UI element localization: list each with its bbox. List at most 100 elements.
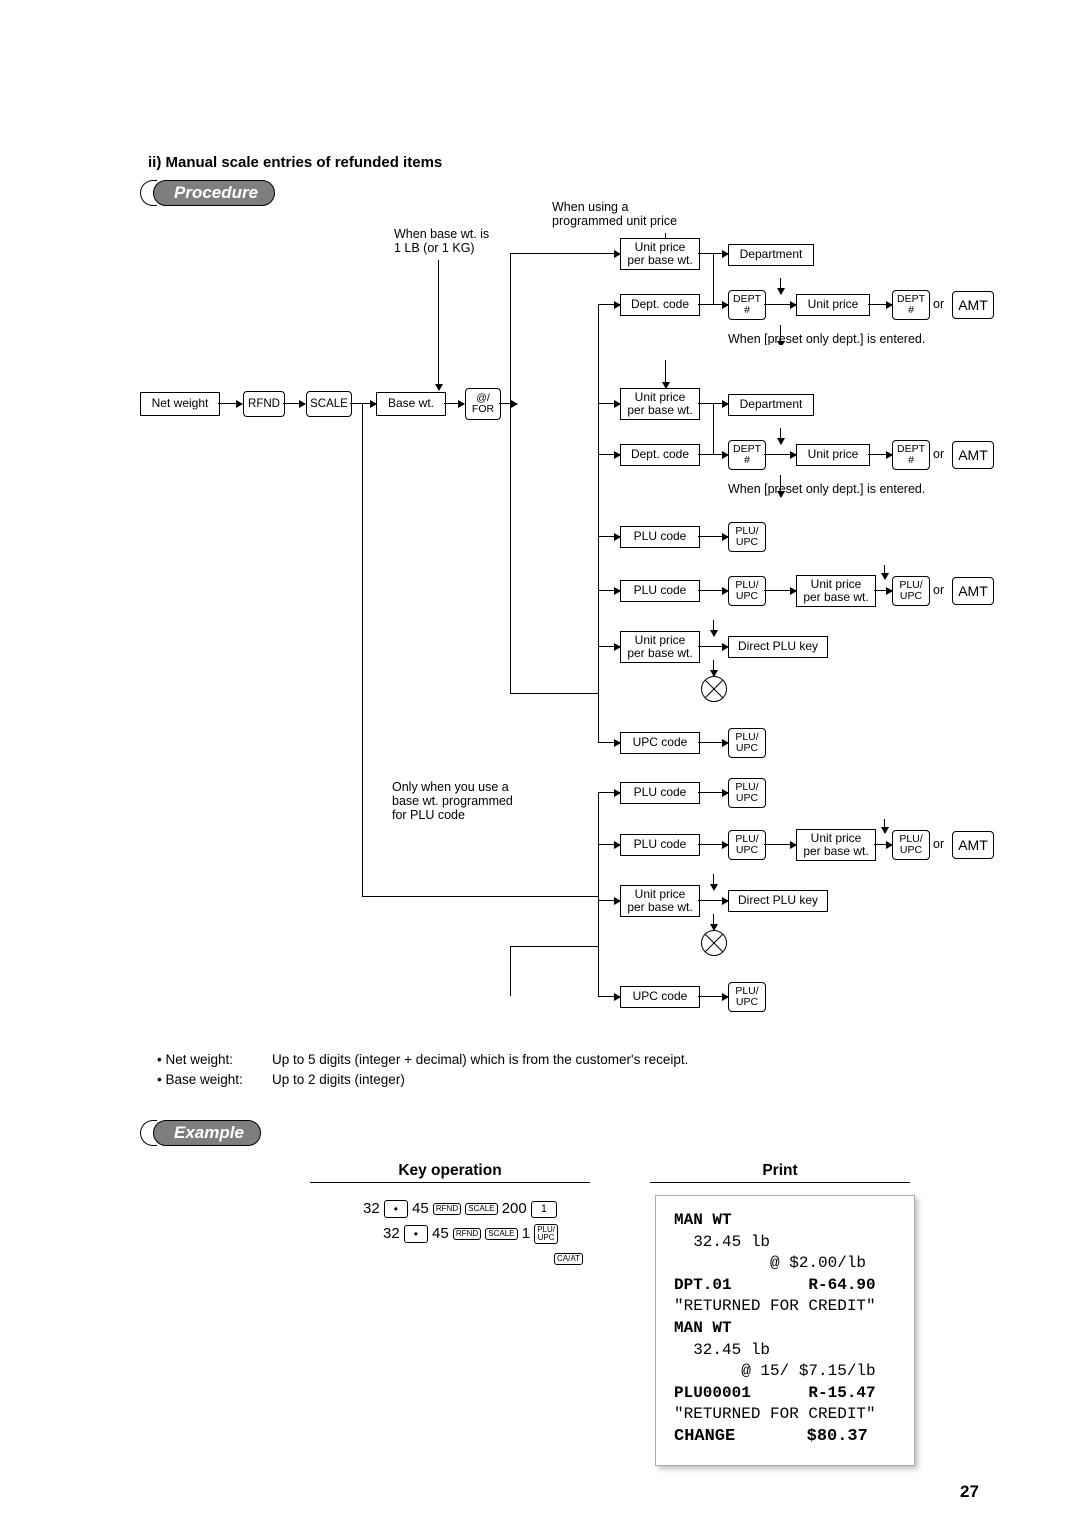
keyop-line3: CA/AT: [554, 1250, 583, 1267]
note-plu-base: Only when you use a base wt. programmed …: [392, 780, 513, 822]
vline: [713, 253, 714, 304]
box-upccode-6: UPC code: [620, 732, 700, 754]
arrow: [698, 304, 728, 305]
arrow: [698, 844, 728, 845]
page-number: 27: [960, 1482, 979, 1502]
down-arrow: [665, 360, 666, 388]
key-scale-1: SCALE: [465, 1203, 497, 1215]
r7: @ 15/ $7.15/lb: [674, 1361, 896, 1383]
box-unitprice-bw-2: Unit price per base wt.: [620, 388, 700, 420]
col-print: Print: [650, 1162, 910, 1183]
cross-circle-icon-2: [701, 930, 727, 956]
r11: CHANGE $80.37: [674, 1426, 896, 1449]
note-prog-unit: When using a programmed unit price: [552, 200, 677, 228]
arrow: [874, 590, 892, 591]
col-key-op: Key operation: [310, 1162, 590, 1183]
box-directplu-9: Direct PLU key: [728, 890, 828, 912]
spacer: [760, 345, 800, 357]
key-amt-8: AMT: [952, 831, 994, 859]
box-unitprice-bw-5: Unit price per base wt.: [620, 631, 700, 663]
key-dept-2: DEPT #: [728, 440, 766, 470]
vline: [510, 253, 511, 693]
down-arrow: [713, 874, 714, 890]
bullet-base-desc: Up to 2 digits (integer): [272, 1072, 405, 1087]
vline: [598, 304, 599, 694]
down-arrow: [713, 660, 714, 676]
key-plu-10: PLU/ UPC: [728, 982, 766, 1012]
down-arrow: [780, 428, 781, 444]
arrow: [218, 403, 242, 404]
arrow: [598, 996, 620, 997]
box-unitprice-1b: Unit price: [796, 294, 870, 316]
arrow: [764, 304, 796, 305]
arrow: [598, 590, 620, 591]
vline: [598, 693, 599, 742]
arrow: [598, 646, 620, 647]
box-unitprice-2: Unit price: [796, 444, 870, 466]
hline: [510, 946, 598, 947]
arrow: [698, 792, 728, 793]
hline: [362, 896, 598, 897]
cross-circle-icon: [701, 676, 727, 702]
down-arrow: [438, 260, 439, 390]
arrow: [598, 536, 620, 537]
r0: MAN WT: [674, 1210, 896, 1232]
key-plu-8: PLU/ UPC: [728, 830, 766, 860]
arrow: [764, 844, 796, 845]
arrow: [698, 996, 728, 997]
box-dept-1a: Department: [728, 244, 814, 266]
arrow: [764, 590, 796, 591]
box-net-weight: Net weight: [140, 392, 220, 416]
r4: "RETURNED FOR CREDIT": [674, 1296, 896, 1318]
box-deptcode-1b: Dept. code: [620, 294, 700, 316]
r9: "RETURNED FOR CREDIT": [674, 1404, 896, 1426]
key-scale: SCALE: [306, 391, 352, 417]
box-unitprice-bw-4: Unit price per base wt.: [796, 575, 876, 607]
example-pill: Example: [153, 1120, 261, 1146]
vline: [510, 946, 511, 996]
box-deptcode-2: Dept. code: [620, 444, 700, 466]
preset-note-1: When [preset only dept.] is entered.: [728, 332, 925, 346]
arrow: [598, 900, 620, 901]
arrow: [598, 844, 620, 845]
bullet-base-label: Base weight:: [165, 1072, 242, 1087]
key-plu2-8: PLU/ UPC: [892, 830, 930, 860]
section-heading: ii) Manual scale entries of refunded ite…: [148, 154, 442, 171]
kop-32: 32: [363, 1200, 380, 1217]
arrow: [868, 304, 892, 305]
down-arrow: [884, 819, 885, 833]
or-4: or: [933, 583, 944, 597]
arrow: [698, 742, 728, 743]
vline: [598, 946, 599, 996]
box-plucode-4: PLU code: [620, 580, 700, 602]
box-dept-2: Department: [728, 394, 814, 416]
key-amt-4: AMT: [952, 577, 994, 605]
kop2-1: 1: [522, 1225, 530, 1242]
kop-200: 200: [502, 1200, 527, 1217]
box-upccode-10: UPC code: [620, 986, 700, 1008]
arrow: [698, 454, 728, 455]
key-plu-ex: PLU/ UPC: [534, 1224, 558, 1244]
box-plucode-7: PLU code: [620, 782, 700, 804]
or-1b: or: [933, 297, 944, 311]
box-unitprice-bw-8: Unit price per base wt.: [796, 829, 876, 861]
preset-note-2: When [preset only dept.] is entered.: [728, 482, 925, 496]
key-plu-7: PLU/ UPC: [728, 778, 766, 808]
box-unitprice-bw-1a: Unit price per base wt.: [620, 238, 700, 270]
arrow: [610, 253, 620, 254]
kop2-45: 45: [432, 1225, 449, 1242]
key-dept2-2: DEPT #: [892, 440, 930, 470]
arrow: [283, 403, 305, 404]
bullet-net-desc: Up to 5 digits (integer + decimal) which…: [272, 1052, 688, 1067]
arrow: [598, 454, 620, 455]
arrow: [698, 590, 728, 591]
key-dot-1: •: [384, 1200, 408, 1218]
down-arrow: [780, 278, 781, 294]
arrow: [868, 454, 892, 455]
receipt: MAN WT 32.45 lb @ $2.00/lb DPT.01 R-64.9…: [655, 1195, 915, 1466]
arrow: [764, 454, 796, 455]
arrow: [499, 403, 517, 404]
kop2-32: 32: [383, 1225, 400, 1242]
kop-45: 45: [412, 1200, 429, 1217]
procedure-pill: Procedure: [153, 180, 275, 206]
